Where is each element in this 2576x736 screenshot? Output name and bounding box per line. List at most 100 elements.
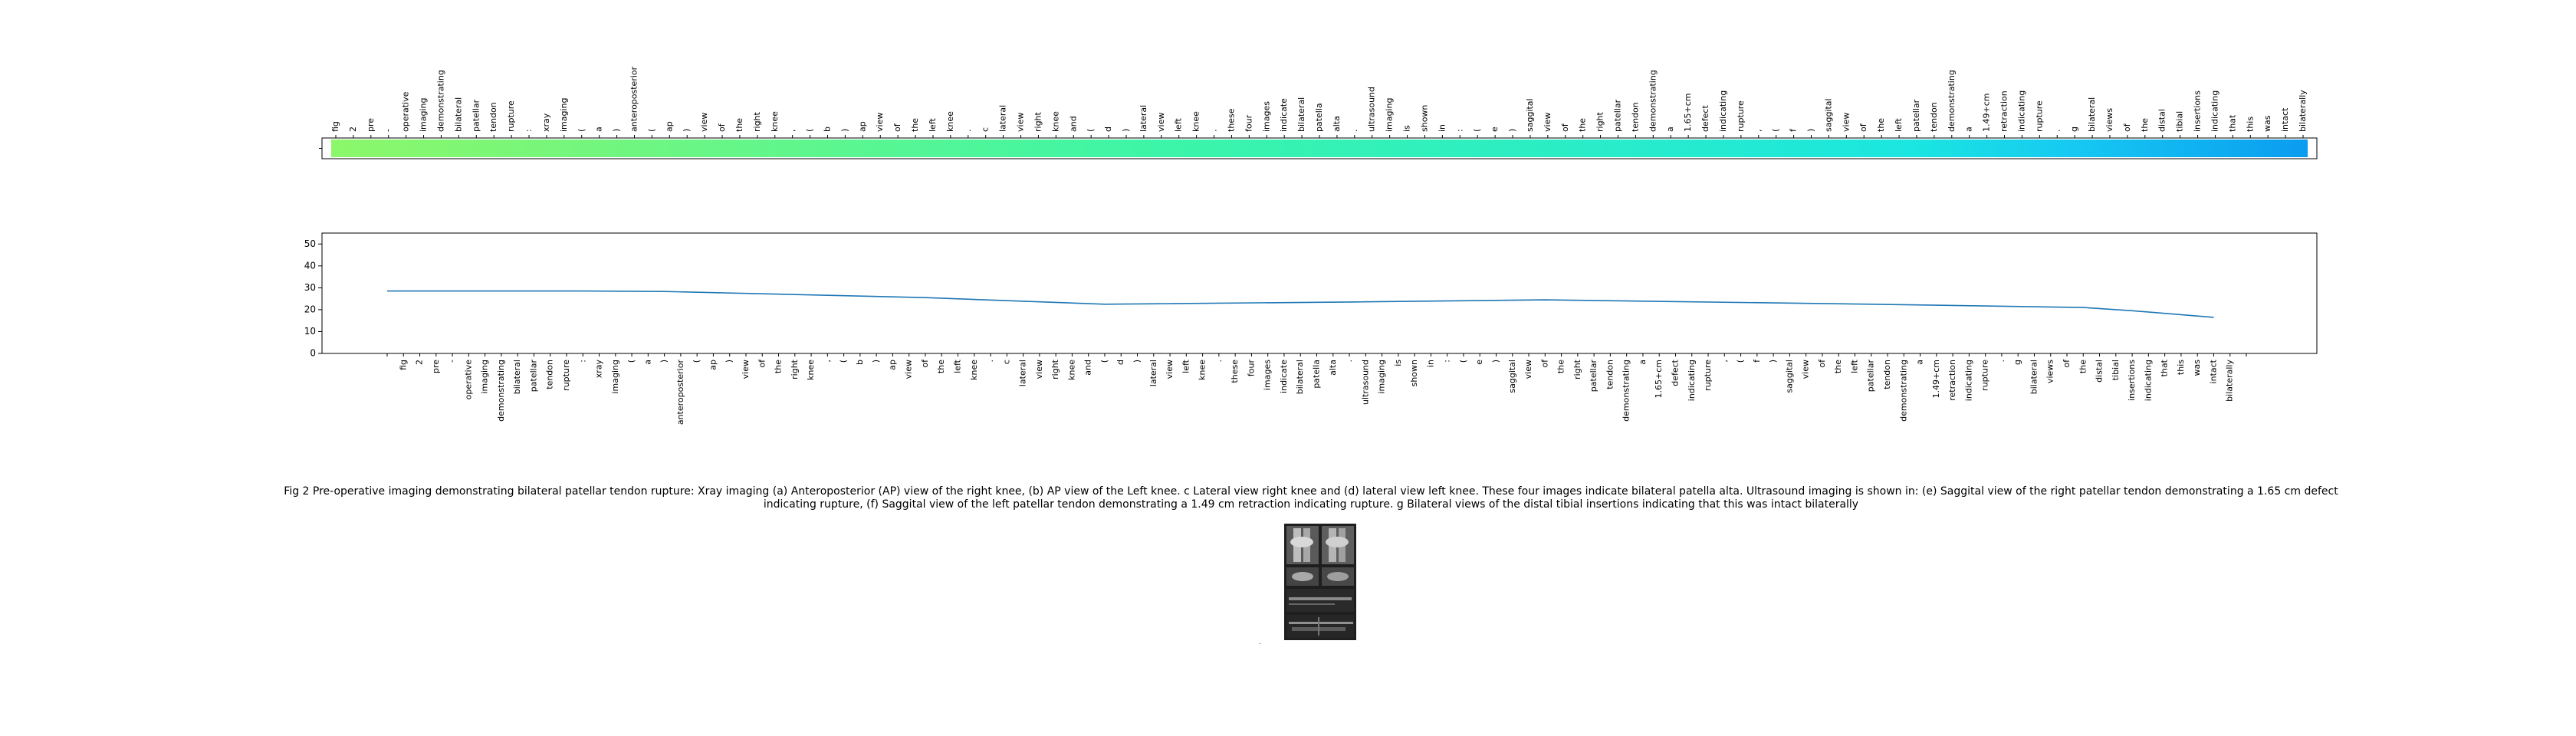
heatmap-token-label: alta — [1332, 116, 1342, 132]
x-token-label: ( — [839, 360, 849, 363]
heatmap-token-label: 1.65+cm — [1683, 94, 1693, 132]
x-token-label: the — [774, 360, 784, 373]
x-token-label: imaging — [610, 360, 620, 394]
x-token-label: retraction — [1947, 360, 1957, 401]
x-token-label: view — [1523, 360, 1533, 379]
x-token-label: is — [1393, 360, 1403, 366]
heatmap-token-label: ( — [646, 129, 656, 132]
heatmap-token-label: is — [1402, 125, 1412, 132]
heatmap-token-label: , — [1753, 130, 1763, 133]
x-token-label: bilateral — [512, 360, 522, 394]
x-token-label: ( — [626, 360, 636, 363]
heatmap-token-label: d — [1103, 127, 1113, 132]
heatmap-token-label: view — [1543, 113, 1552, 132]
heatmap-token-label: - — [383, 129, 393, 132]
y-tick-label: 30 — [304, 282, 316, 293]
heatmap-token-label: bilateral — [1296, 97, 1306, 132]
x-token-label: 1.49+cm — [1931, 360, 1941, 398]
heatmap-token-label: ap — [857, 121, 867, 132]
x-token-label: 2 — [415, 360, 425, 365]
x-token-label: , — [822, 360, 832, 363]
heatmap-token-label: lateral — [998, 105, 1008, 132]
x-token-label: pre — [431, 360, 441, 373]
x-token-label: these — [1230, 360, 1240, 383]
heatmap-token-label: left — [1174, 117, 1184, 132]
heatmap-token-label: knee — [945, 111, 955, 132]
heatmap-token-label: rupture — [2034, 100, 2044, 132]
heatmap-token-label: ) — [1121, 129, 1131, 132]
heatmap-token-label: four — [1244, 114, 1254, 132]
heatmap-token-label: indicating — [1718, 90, 1728, 132]
x-token-label: right — [1572, 359, 1582, 380]
heatmap-token-label: 2 — [348, 127, 358, 132]
heatmap-token-label: demonstrating — [1648, 70, 1658, 132]
heatmap-token-label: views — [2104, 108, 2114, 132]
heatmap-token-label: knee — [1050, 111, 1060, 132]
x-token-label: d — [1116, 360, 1125, 365]
heatmap-token-label: a — [594, 127, 604, 132]
x-token-label: of — [1539, 359, 1549, 368]
heatmap-token-label: c — [981, 127, 991, 132]
heatmap-token-label: right — [1033, 111, 1043, 132]
heatmap-token-label: that — [2227, 114, 2237, 132]
x-token-label: a — [642, 360, 652, 365]
heatmap-token-label: xray — [541, 113, 551, 132]
heatmap-token-label: imaging — [559, 97, 569, 132]
x-token-label: of — [1817, 359, 1827, 368]
x-token-label: patellar — [528, 360, 538, 393]
heatmap-token-label: saggital — [1525, 98, 1535, 132]
heatmap-token-label: view — [1156, 113, 1166, 132]
heatmap-color-strip — [331, 140, 2308, 157]
heatmap-token-label: bilaterally — [2298, 90, 2308, 132]
x-token-label: this — [2176, 360, 2186, 375]
x-token-label: : — [577, 360, 587, 363]
heatmap-token-label: knee — [1191, 111, 1201, 132]
x-token-label: of — [920, 359, 930, 368]
x-token-label: demonstrating — [1622, 360, 1631, 422]
x-token-label: ( — [692, 360, 702, 363]
token-line-chart: 0 10 20 30 40 50 fig 2 pre - operative imaging demon… — [304, 232, 2318, 425]
y-tick-label: 10 — [304, 326, 316, 337]
x-token-label: indicating — [1963, 360, 1973, 401]
heatmap-token-label: imaging — [419, 97, 429, 132]
x-token-label: indicating — [2143, 360, 2153, 401]
heatmap-token-label: b — [823, 127, 833, 132]
heatmap-token-label: a — [1665, 127, 1675, 132]
x-token-label: view — [1801, 360, 1811, 379]
x-token-label: left — [1181, 359, 1191, 373]
heatmap-token-label: . — [963, 130, 973, 133]
y-tick-label: 0 — [310, 348, 316, 359]
series-line — [387, 290, 2214, 318]
x-token-label: f — [1752, 359, 1762, 363]
heatmap-token-label: right — [752, 111, 762, 132]
x-token-label: demonstrating — [496, 360, 506, 422]
x-token-label: tendon — [545, 360, 555, 389]
x-token-label: c — [1001, 360, 1011, 364]
heatmap-token-label: the — [1876, 118, 1886, 132]
x-token-label: was — [2192, 360, 2202, 376]
heatmap-token-label: patellar — [1911, 99, 1921, 132]
heatmap-token-label: , — [787, 130, 797, 133]
x-token-label: - — [447, 360, 457, 363]
x-token-label: ap — [708, 360, 718, 370]
x-token-label: ) — [1491, 360, 1501, 363]
heatmap-token-label: the — [910, 118, 920, 132]
heatmap-token-label: f — [1789, 128, 1799, 132]
x-token-label: . — [985, 360, 995, 363]
x-token-label: four — [1246, 360, 1256, 377]
x-token-label: . — [1996, 360, 2006, 363]
heatmap-token-label: pre — [366, 118, 376, 132]
x-token-label: of — [2062, 359, 2072, 368]
heatmap-token-label: was — [2262, 115, 2272, 132]
heatmap-token-label: of — [717, 123, 727, 132]
x-token-label: in — [1425, 360, 1435, 367]
x-token-label: imaging — [480, 360, 490, 394]
x-token-label: e — [1474, 360, 1484, 365]
heatmap-token-label: retraction — [1999, 90, 2009, 132]
heatmap-token-label: the — [2140, 118, 2150, 132]
thumbnail-dot: . — [1259, 639, 1261, 646]
heatmap-token-label: imaging — [1385, 97, 1395, 132]
heatmap-token-label: . — [1209, 130, 1219, 133]
heatmap-token-label: anteroposterior — [629, 66, 639, 132]
